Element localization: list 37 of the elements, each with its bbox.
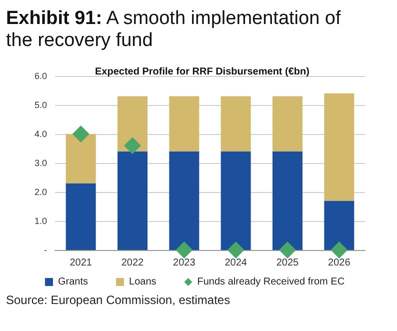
legend-label: Funds already Received from EC <box>197 276 345 288</box>
bar <box>220 96 251 152</box>
bar <box>324 93 354 201</box>
point <box>176 242 193 258</box>
x-tick-label: 2023 <box>173 258 196 268</box>
bar <box>324 200 354 250</box>
point <box>124 137 141 154</box>
point <box>279 242 296 258</box>
legend-label: Grants <box>58 276 88 288</box>
bar <box>272 96 302 152</box>
bar <box>118 96 148 152</box>
y-tick-label: 5.0 <box>34 100 47 110</box>
x-tick-label: 2022 <box>121 258 144 268</box>
chart-title: Exhibit 91: A smooth implementation of the recovery fund <box>6 8 342 52</box>
y-tick-label: 6.0 <box>34 71 47 81</box>
y-tick-label: - <box>44 245 47 255</box>
bar <box>66 134 96 184</box>
point <box>72 126 90 142</box>
x-tick-label: 2025 <box>276 258 300 268</box>
x-tick-label: 2021 <box>70 258 92 268</box>
x-tick-label: 2026 <box>328 258 351 268</box>
y-tick-label: 4.0 <box>34 129 47 139</box>
x-tick-label: 2024 <box>224 258 248 268</box>
y-tick-label: 3.0 <box>34 158 47 168</box>
bar <box>169 151 200 250</box>
y-tick-label: 2.0 <box>34 187 47 197</box>
bar <box>66 183 96 250</box>
y-tick-label: 1.0 <box>34 216 47 226</box>
legend-label: Loans <box>129 276 156 288</box>
point <box>330 242 348 258</box>
chart-subtitle: Expected Profile for RRF Disbursement (€bn) <box>95 66 310 78</box>
bar <box>169 96 200 152</box>
bar <box>272 151 302 250</box>
source-note: Source: European Commission, estimates <box>6 293 230 307</box>
bar <box>220 151 251 250</box>
point <box>227 242 244 258</box>
bar <box>118 151 148 250</box>
